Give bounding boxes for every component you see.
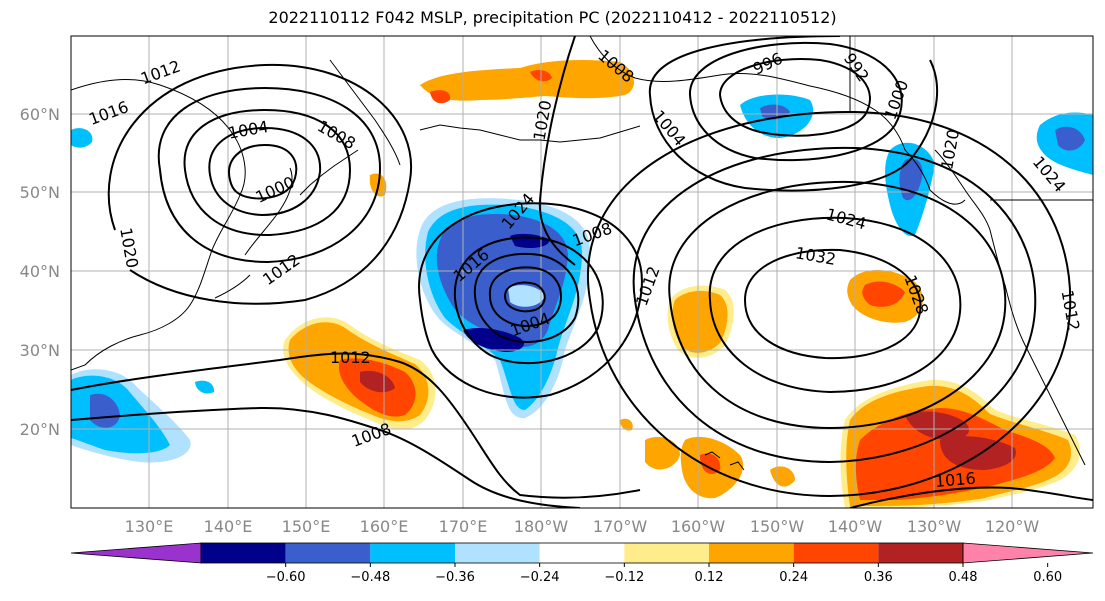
colorbar-swatch — [539, 543, 625, 563]
lon-label: 120°W — [985, 517, 1040, 536]
colorbar-tick-label: 0.48 — [949, 570, 978, 585]
lon-label: 160°W — [671, 517, 726, 536]
isobar-high-east — [668, 180, 1007, 430]
lon-label: 130°W — [907, 517, 962, 536]
precip-pos-tropical — [645, 436, 680, 470]
colorbar-tick-label: 0.60 — [1033, 570, 1062, 585]
isobar-alaska-low — [718, 58, 871, 137]
coast-bc — [934, 149, 1006, 286]
lat-label: 60°N — [20, 105, 60, 124]
precip-pos-tropical — [770, 466, 795, 487]
contour-label: 1012 — [330, 348, 371, 367]
colorbar-tick-label: −0.12 — [604, 570, 644, 585]
isobar-high-east — [743, 248, 922, 360]
graticule — [71, 36, 1093, 508]
colorbar-swatch — [709, 543, 794, 563]
lon-label: 150°E — [282, 517, 331, 536]
colorbar-tick-label: −0.36 — [435, 570, 475, 585]
isobar-central-low — [453, 236, 604, 365]
colorbar-tick-label: 0.12 — [695, 570, 724, 585]
isobar-high-east — [632, 146, 1037, 464]
lon-label: 170°E — [439, 517, 488, 536]
coast-hawaii — [704, 451, 745, 471]
colorbar-tick-label: 0.36 — [864, 570, 893, 585]
colorbar-swatch — [793, 543, 879, 563]
isobar-low-nw — [183, 108, 352, 237]
map-panel: 1012 1016 1004 1008 1000 1020 1012 1020 … — [71, 36, 1093, 508]
latitude-labels: 60°N 50°N 40°N 30°N 20°N — [20, 105, 60, 439]
lat-label: 50°N — [20, 183, 60, 202]
contour-label: 1016 — [934, 468, 976, 490]
precip-pos-subtropical — [862, 281, 905, 307]
map-frame — [70, 35, 1094, 509]
coast-asia — [71, 79, 246, 371]
isobar-alaska-low — [648, 36, 938, 192]
colorbar-swatch — [455, 543, 540, 563]
isobar-central-low — [488, 266, 562, 327]
precip-neg-central-pacific — [463, 327, 525, 352]
isobar-1016-sw — [849, 486, 1093, 508]
isobar-low-nw — [107, 63, 413, 305]
lon-label: 140°W — [828, 517, 883, 536]
isobar-1012-long — [71, 352, 641, 499]
precip-pos-east-pacific — [940, 436, 1016, 470]
precip-neg-canada — [1055, 126, 1085, 151]
precip-pos-bering — [430, 90, 451, 104]
precip-neg-central-pacific — [508, 285, 545, 307]
isobar-central-low — [503, 281, 546, 313]
colorbar-tick-label: −0.48 — [350, 570, 390, 585]
colorbar-tick-label: −0.24 — [520, 570, 560, 585]
lon-label: 130°E — [125, 517, 174, 536]
isobar-high-east — [587, 110, 1072, 498]
precip-pos-subtropical — [672, 290, 728, 353]
colorbar-frame — [200, 542, 964, 564]
precip-pos-tropical — [620, 418, 633, 431]
coast-japan — [214, 167, 293, 299]
isobar-low-nw — [157, 86, 382, 264]
precip-neg-west-pacific — [90, 393, 120, 428]
colorbar-tick-label: 0.24 — [779, 570, 808, 585]
precip-neg-japan-coast — [71, 128, 93, 148]
colorbar-extend-low — [70, 542, 202, 564]
isobar-low-nw — [228, 143, 298, 200]
isobar-alaska-low — [688, 41, 903, 162]
precip-pos-east-pacific — [905, 411, 970, 440]
coast-alaska — [589, 36, 966, 205]
lat-label: 40°N — [20, 262, 60, 281]
map-title: 2022110112 F042 MSLP, precipitation PC (… — [268, 8, 837, 27]
precip-pos-tropical — [700, 453, 721, 474]
lon-label: 140°E — [204, 517, 253, 536]
colorbar: −0.60 −0.48 −0.36 −0.24 −0.12 0.12 0.24 0.36 0.4… — [70, 542, 1094, 585]
lat-label: 30°N — [20, 341, 60, 360]
precip-neg-west-pacific — [195, 380, 215, 394]
isobar-low-nw — [208, 126, 322, 217]
coast-aleutians — [419, 124, 641, 143]
coast-us-west — [1004, 284, 1086, 466]
lon-label: 150°W — [750, 517, 805, 536]
precip-pos-west-pacific — [360, 370, 395, 393]
colorbar-swatch — [201, 543, 286, 563]
isobar-high-east — [708, 216, 962, 394]
precip-pos-bering — [420, 60, 635, 101]
colorbar-swatch — [624, 543, 709, 563]
isobar-1020-alaska — [538, 36, 576, 266]
colorbar-swatch — [878, 543, 963, 563]
colorbar-extend-high — [962, 542, 1094, 564]
lon-label: 160°E — [360, 517, 409, 536]
coast-kamchatka — [329, 59, 401, 166]
longitude-labels: 130°E 140°E 150°E 160°E 170°E 180°W 170°… — [125, 517, 1040, 536]
lat-label: 20°N — [20, 420, 60, 439]
colorbar-swatch — [370, 543, 455, 563]
isobar-central-low — [473, 252, 580, 343]
isobar-central-1016 — [418, 202, 643, 399]
isobar-1008-long — [71, 406, 581, 508]
mslp-contours — [71, 36, 1093, 508]
lon-label: 170°W — [593, 517, 648, 536]
lon-label: 180°W — [514, 517, 569, 536]
colorbar-tick-label: −0.60 — [266, 570, 306, 585]
colorbar-swatch — [285, 543, 371, 563]
